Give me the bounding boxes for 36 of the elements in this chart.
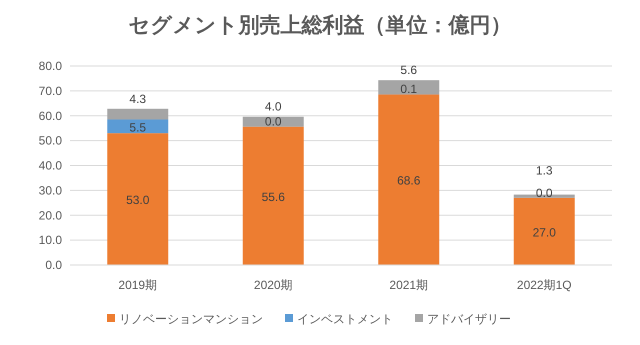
data-label: 68.6 [397,174,421,188]
data-label: 5.5 [129,120,146,134]
x-tick-label: 2022期1Q [516,278,572,292]
legend-label: アドバイザリー [427,312,511,326]
legend-label: インベストメント [297,312,393,326]
bar [514,198,575,265]
data-label: 0.0 [264,114,282,129]
data-label: 55.6 [262,190,286,204]
y-tick-label: 0.0 [45,258,62,272]
x-tick-label: 2021期 [389,278,428,292]
data-label: 53.0 [126,193,150,208]
data-label: 27.0 [532,225,556,240]
legend-label: リノベーションマンション [119,312,263,326]
bar [242,126,304,265]
y-tick-label: 10.0 [38,233,62,248]
bar [378,80,440,94]
bar [107,108,168,120]
y-tick-label: 70.0 [38,84,62,98]
y-tick-label: 30.0 [38,183,62,198]
y-tick-label: 60.0 [38,108,62,123]
x-tick-label: 2019期 [118,278,158,292]
data-label: 4.0 [264,100,282,114]
data-label: 0.0 [536,186,553,200]
data-label: 5.6 [400,63,418,78]
y-tick-label: 40.0 [38,158,62,172]
y-tick-label: 50.0 [38,134,62,148]
bar [107,119,168,134]
y-tick-label: 80.0 [38,59,62,73]
data-label: 4.3 [129,92,146,106]
bar [378,94,440,265]
data-label: 1.3 [536,164,553,178]
bar [107,133,168,265]
chart-title: セグメント別売上総利益（単位：億円） [128,13,512,37]
y-tick-label: 20.0 [38,208,62,222]
data-label: 0.1 [400,82,418,96]
x-tick-label: 2020期 [254,278,293,292]
